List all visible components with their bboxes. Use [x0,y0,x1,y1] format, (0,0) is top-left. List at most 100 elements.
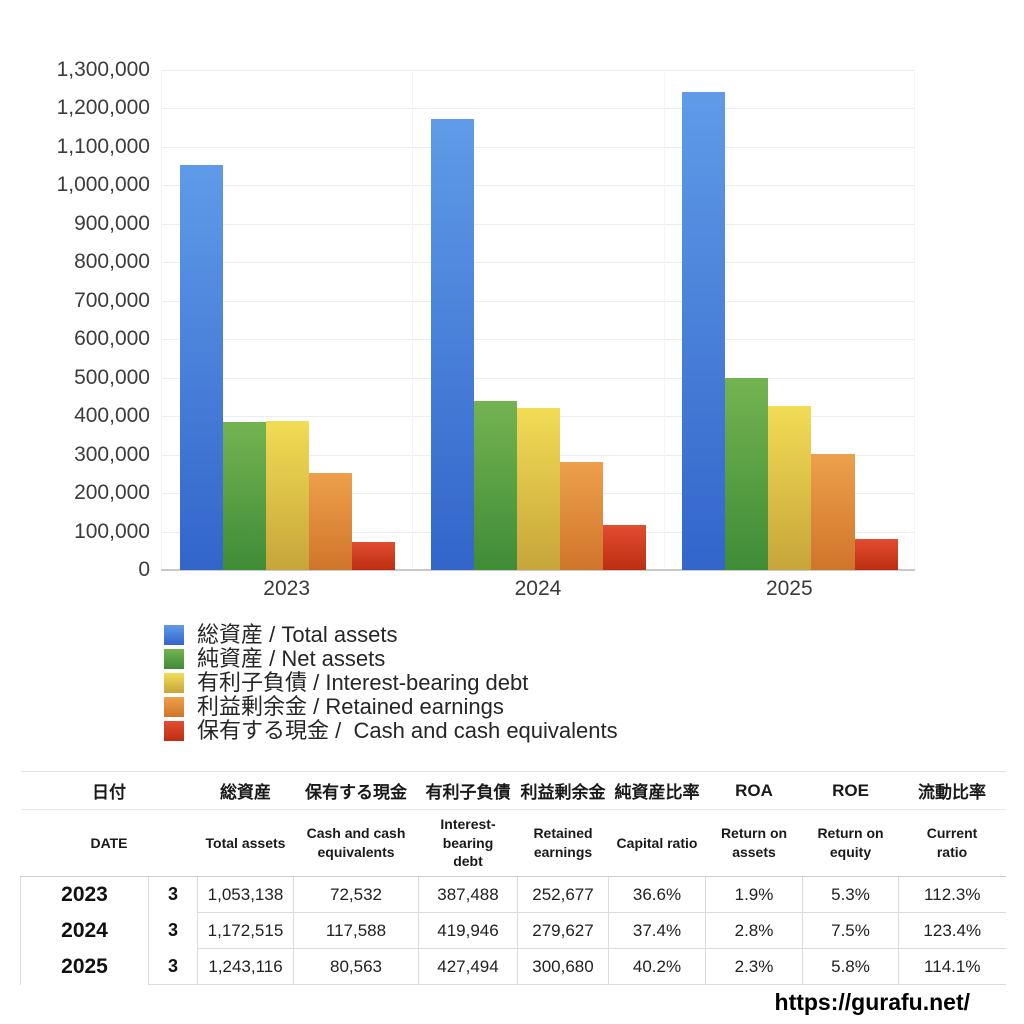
bar [682,91,726,570]
bar [603,524,647,570]
bar [811,454,855,570]
column-header-en: Capital ratio [608,809,706,877]
bar [473,401,518,570]
legend-swatch [164,673,184,693]
cell-value: 1,053,138 [197,876,294,913]
cell-value: 2.3% [705,948,803,985]
y-tick-label: 300,000 [74,442,150,466]
column-header-en: Return on equity [802,809,899,877]
column-header-jp: 有利子負債 [418,771,518,810]
cell-value: 279,627 [517,912,609,949]
financial-data-table: 日付 総資産 保有する現金 有利子負債 利益剰余金 純資産比率 ROA ROE 流動比率 DATE… [20,771,1006,985]
legend-item: 総資産 / Total assets [164,623,618,647]
bar [768,405,812,570]
column-header-en: Interest-bearing debt [418,809,518,877]
cell-value: 36.6% [608,876,706,913]
cell-value: 300,680 [517,948,609,985]
source-url: https://gurafu.net/ [774,989,970,1015]
y-axis: 0 100,000 200,000 300,000 400,000 500,000 600,… [0,58,150,581]
gridline [161,223,915,225]
gridline [161,108,915,110]
y-tick-label: 1,100,000 [56,134,150,158]
bar [308,472,352,570]
legend-item: 利益剰余金 / Retained earnings [164,695,618,719]
bar [265,420,309,570]
bar [560,462,604,570]
bar [430,119,474,570]
y-tick-label: 1,200,000 [56,96,150,120]
legend-swatch [164,721,184,741]
table-row: 2023 3 1,053,138 72,532 387,488 252,677 36.6% 1… [20,876,1006,913]
plot-area [161,70,915,571]
gridline [161,339,915,341]
legend-swatch [164,697,184,717]
cell-value: 1,172,515 [197,912,294,949]
gridline [161,146,915,148]
column-header-en: DATE [20,809,198,877]
cell-value: 114.1% [898,948,1006,985]
y-tick-label: 500,000 [74,365,150,389]
cell-value: 112.3% [898,876,1006,913]
vertical-gridline [412,70,414,570]
legend-swatch [164,649,184,669]
cell-value: 5.8% [802,948,899,985]
y-tick-label: 1,300,000 [56,58,150,81]
legend-label: 総資産 / Total assets [197,622,398,647]
y-tick-label: 800,000 [74,250,150,274]
cell-value: 37.4% [608,912,706,949]
column-header-en: Total assets [197,809,294,877]
cell-year: 2024 [20,912,149,949]
gridline [161,262,915,264]
column-header-jp: ROA [705,771,803,810]
column-header-en: Retained earnings [517,809,609,877]
cell-month: 3 [148,948,198,985]
bar [222,421,266,570]
legend-label: 純資産 / Net assets [197,646,386,671]
legend-label: 有利子負債 / Interest-bearing debt [197,670,529,695]
column-header-jp: 総資産 [197,771,294,810]
legend-swatch [164,625,184,645]
cell-value: 1,243,116 [197,948,294,985]
column-header-jp: 流動比率 [898,771,1006,810]
cell-value: 2.8% [705,912,803,949]
column-header-en: Cash and cash equivalents [293,809,419,877]
cell-month: 3 [148,876,198,913]
cell-value: 419,946 [418,912,518,949]
vertical-gridline [161,70,162,570]
y-tick-label: 0 [138,558,150,581]
x-tick-label: 2025 [765,577,813,600]
legend-item: 純資産 / Net assets [164,647,618,671]
bar-chart: 0 100,000 200,000 300,000 400,000 500,000 600,… [0,58,915,600]
x-tick-label: 2023 [263,577,311,600]
y-tick-label: 700,000 [74,288,150,312]
cell-value: 1.9% [705,876,803,913]
cell-value: 427,494 [418,948,518,985]
gridline [161,70,915,71]
y-tick-label: 400,000 [74,404,150,428]
cell-value: 80,563 [293,948,419,985]
x-axis-line [161,569,915,571]
column-header-jp: 保有する現金 [293,771,419,810]
bar [725,377,769,570]
cell-value: 5.3% [802,876,899,913]
x-tick-label: 2024 [514,577,562,600]
y-tick-label: 200,000 [74,481,150,505]
y-tick-label: 100,000 [74,519,150,543]
cell-value: 252,677 [517,876,609,913]
cell-year: 2023 [20,876,149,913]
bar [179,164,223,570]
cell-year: 2025 [20,948,149,985]
legend-item: 保有する現金 / Cash and cash equivalents [164,719,618,743]
gridline [161,185,915,187]
cell-month: 3 [148,912,198,949]
y-tick-label: 600,000 [74,327,150,351]
cell-value: 117,588 [293,912,419,949]
chart-legend: 総資産 / Total assets 純資産 / Net assets 有利子負債 … [164,623,618,743]
column-header-jp: 利益剰余金 [517,771,609,810]
column-header-en: Current ratio [898,809,1006,877]
cell-value: 7.5% [802,912,899,949]
table-header-row-en: DATE Total assets Cash and cash equivalents… [20,809,1006,877]
cell-value: 72,532 [293,876,419,913]
gridline [161,300,915,302]
